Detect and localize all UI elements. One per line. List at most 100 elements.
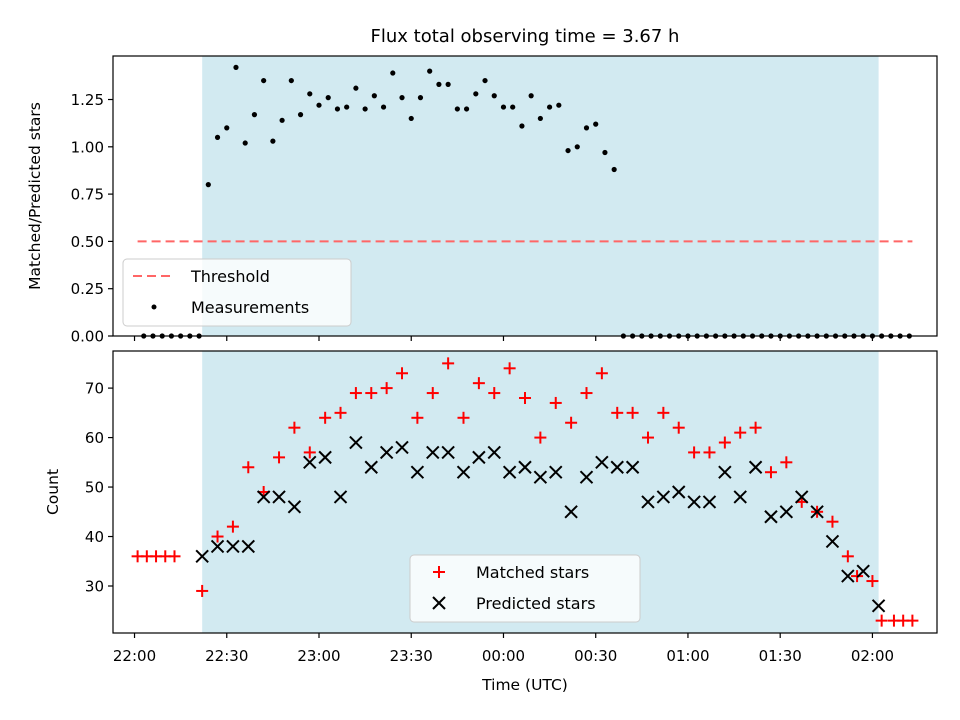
matched-star-point [426, 387, 439, 400]
top-y-tick-label: 1.25 [71, 91, 104, 109]
x-tick-label: 23:00 [297, 647, 340, 665]
x-tick-label: 02:00 [851, 647, 894, 665]
count-points [131, 357, 919, 627]
top-y-ticks: 0.00 0.25 0.50 0.75 1.00 1.25 [71, 91, 113, 346]
measurement-point [445, 81, 451, 87]
predicted-star-point [426, 445, 440, 460]
bottom-x-ticks: 22:00 22:30 23:00 23:30 00:00 00:30 01:00 01:30… [113, 633, 894, 665]
chart-title: Flux total observing time = 3.67 h [371, 26, 680, 47]
bottom-y-ticks: 30 40 50 60 70 [85, 380, 113, 596]
matched-star-point [764, 466, 777, 479]
matched-star-point [866, 575, 879, 588]
measurement-point [519, 123, 525, 129]
matched-star-point [688, 446, 701, 459]
measurement-point [537, 115, 543, 122]
matched-star-point [226, 520, 239, 533]
predicted-star-point [733, 490, 747, 504]
top-y-tick-label: 0.75 [71, 186, 104, 204]
measurement-point [408, 115, 414, 122]
measurement-point [427, 68, 433, 74]
top-y-tick-label: 0.00 [71, 328, 104, 346]
matched-star-point [319, 411, 332, 424]
matched-star-point [734, 426, 747, 439]
predicted-star-point [687, 495, 701, 509]
predicted-star-point [364, 460, 378, 474]
predicted-star-point [472, 450, 486, 465]
measurement-points [141, 64, 912, 339]
predicted-star-point [502, 465, 517, 479]
predicted-star-point [795, 490, 809, 504]
measurement-point [224, 125, 230, 131]
matched-star-point [365, 387, 378, 400]
top-y-tick-label: 1.00 [71, 138, 104, 156]
predicted-star-point [641, 495, 655, 509]
predicted-star-point [579, 470, 594, 484]
predicted-star-point [441, 445, 455, 460]
predicted-star-point [487, 445, 501, 460]
top-y-axis-label: Matched/Predicted stars [26, 102, 44, 290]
predicted-star-point [195, 549, 209, 564]
bottom-axes-frame [112, 350, 938, 634]
matched-star-point [334, 406, 347, 419]
top-x-ticks [133, 336, 874, 341]
predicted-star-point [333, 490, 348, 504]
matched-star-point [303, 446, 316, 459]
measurement-point [593, 121, 599, 127]
x-tick-label: 01:00 [666, 647, 709, 665]
x-tick-label: 22:30 [205, 647, 248, 665]
matched-star-point [519, 392, 531, 404]
measurement-point [390, 70, 396, 76]
predicted-star-point [718, 465, 732, 479]
bottom-legend: Matched stars Predicted stars [409, 554, 641, 623]
matched-star-point [472, 377, 485, 390]
predicted-star-point [856, 564, 870, 578]
matched-star-point [749, 421, 762, 434]
x-tick-label: 01:30 [759, 647, 802, 665]
predicted-star-point [303, 455, 317, 470]
predicted-star-point [379, 445, 394, 460]
top-legend: Threshold Measurements [122, 258, 352, 327]
x-tick-label: 00:00 [482, 647, 525, 665]
measurement-point [399, 95, 405, 101]
measurement-point [510, 104, 516, 110]
predicted-star-point [549, 465, 563, 479]
matched-star-point [534, 431, 547, 444]
measurement-point [546, 104, 553, 110]
predicted-star-point [610, 460, 624, 474]
predicted-star-point [318, 450, 332, 465]
predicted-star-point [395, 440, 409, 455]
matched-star-point [841, 550, 854, 563]
bottom-y-tick-label: 40 [85, 528, 104, 546]
bottom-panel: 30 40 50 60 70 22:00 22:30 23:00 23:30 00:00 00:3… [44, 350, 938, 694]
measurement-point [307, 91, 313, 97]
matched-star-point [906, 614, 919, 627]
matched-star-point [457, 411, 470, 424]
measurement-point [279, 117, 285, 123]
matched-star-point [380, 382, 393, 395]
matched-star-point [196, 584, 209, 597]
matched-star-point [549, 396, 562, 409]
predicted-star-point [764, 510, 778, 524]
measurement-point [528, 93, 534, 99]
measurement-point [602, 149, 608, 156]
measurement-point [251, 112, 258, 118]
measurement-point [574, 144, 580, 150]
matched-star-point [488, 387, 501, 400]
measurement-point [261, 77, 267, 84]
measurement-point [205, 182, 211, 188]
measurement-point [242, 140, 248, 146]
measurement-point [436, 81, 442, 87]
measurement-point [316, 102, 322, 108]
measurement-point [454, 106, 460, 112]
measurement-point [371, 93, 377, 99]
predicted-star-point [810, 505, 824, 519]
measurement-point [380, 104, 387, 110]
x-tick-label: 23:30 [390, 647, 433, 665]
measurement-point [611, 166, 617, 173]
matched-star-point [168, 550, 181, 563]
matched-star-point [349, 387, 362, 400]
bottom-y-axis-label: Count [44, 469, 62, 515]
matched-star-point [211, 530, 224, 543]
measurement-point [500, 104, 507, 110]
